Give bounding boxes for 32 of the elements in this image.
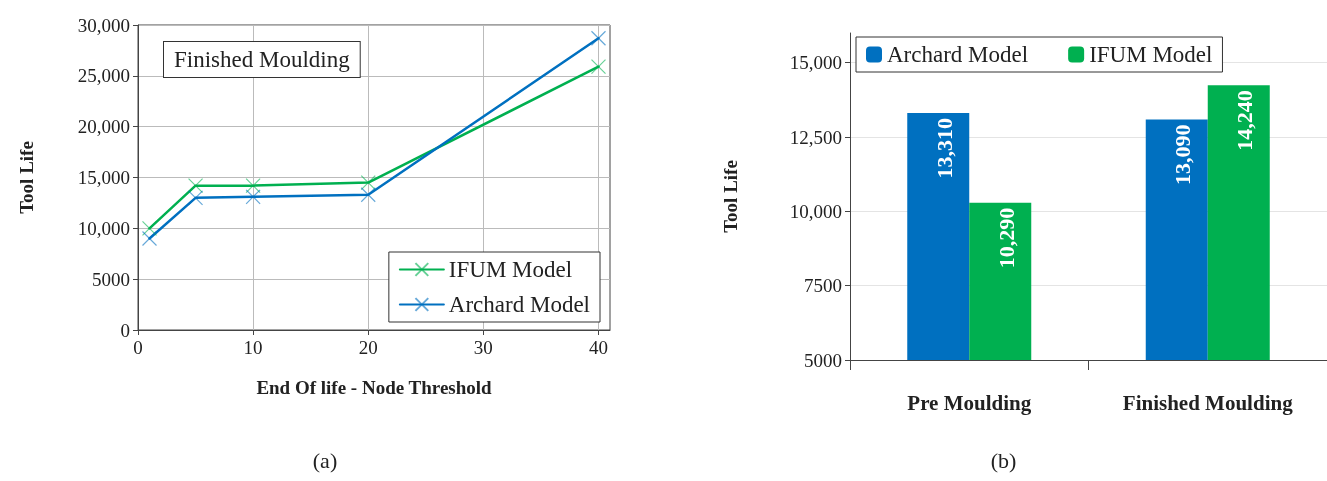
annotation: Finished Moulding (174, 47, 351, 72)
x-axis-title: End Of life - Node Threshold (256, 377, 493, 398)
y-tick-label: 10,000 (77, 217, 130, 239)
legend-label: IFUM Model (1089, 42, 1213, 67)
data-label: 14,240 (1232, 90, 1258, 151)
y-tick-label: 30,000 (77, 14, 130, 36)
legend-label: Archard Model (448, 292, 591, 317)
data-label: 10,290 (993, 207, 1019, 269)
text: (a) (312, 447, 338, 473)
y-tick-label: 15,000 (77, 167, 130, 188)
x-tick-label: 0 (133, 337, 143, 358)
y-tick-label: 15,000 (789, 52, 842, 74)
y-axis-title: Tool Life (16, 141, 37, 214)
x-tick-label: 20 (358, 337, 378, 358)
y-tick-label: 10,000 (789, 200, 842, 222)
legend-label: IFUM Model (448, 257, 573, 282)
x-tick-label: 10 (243, 337, 263, 358)
y-tick-label: 20,000 (77, 116, 130, 138)
y-tick-label: 12,500 (789, 126, 842, 148)
x-tick-label: 30 (473, 337, 493, 358)
data-label: 13,310 (931, 117, 957, 179)
y-tick-label: 7500 (804, 275, 842, 297)
x-tick-label: Pre Moulding (907, 390, 1032, 415)
y-tick-label: 5000 (92, 268, 130, 290)
data-label: 13,090 (1170, 124, 1196, 186)
x-tick-label: 40 (588, 337, 608, 358)
y-tick-label: 25,000 (77, 65, 130, 87)
y-axis-title: Tool Life (720, 160, 741, 233)
y-tick-label: 5000 (804, 349, 842, 371)
y-tick-label: 0 (120, 319, 130, 341)
text: (b) (990, 447, 1017, 473)
legend-label: Archard Model (887, 42, 1029, 67)
